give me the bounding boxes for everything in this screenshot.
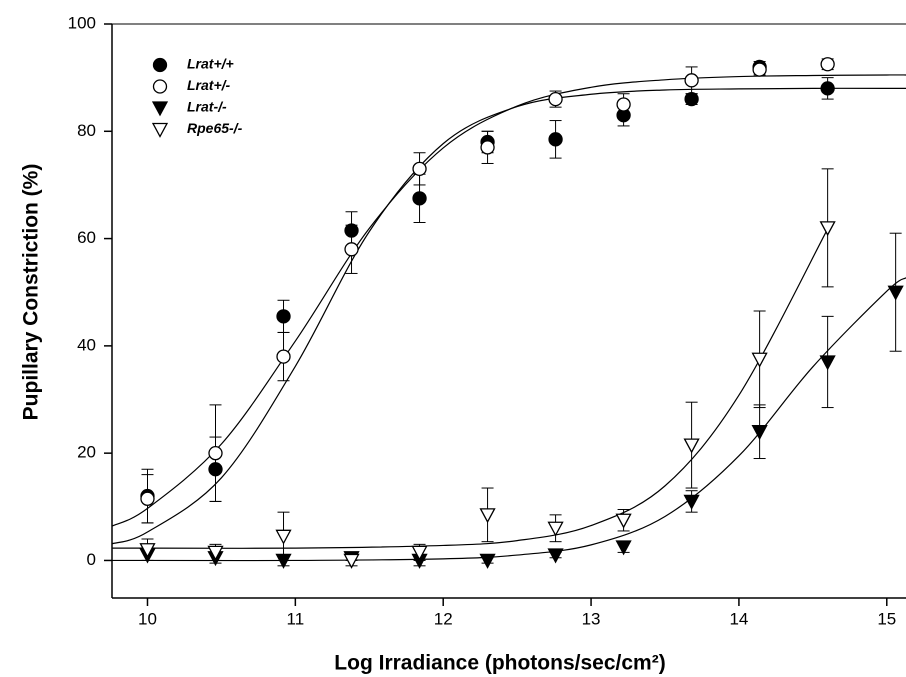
data-point (479, 508, 496, 524)
data-point (548, 132, 563, 147)
data-point (479, 553, 496, 569)
legend-label: Lrat-/- (187, 99, 227, 115)
legend-marker (152, 57, 168, 73)
data-point (344, 242, 359, 257)
data-point (752, 62, 767, 77)
data-point (547, 548, 564, 564)
data-point (412, 191, 427, 206)
data-point (343, 553, 360, 569)
data-point (207, 545, 224, 561)
data-point (547, 521, 564, 537)
x-tick-label: 14 (729, 609, 748, 628)
data-point (411, 545, 428, 561)
data-point (139, 543, 156, 559)
data-point (276, 309, 291, 324)
x-tick-label: 15 (877, 609, 896, 628)
data-point (548, 91, 563, 107)
data-point (684, 91, 699, 107)
data-point (684, 73, 699, 88)
data-point (820, 57, 835, 72)
y-tick-label: 100 (68, 13, 96, 32)
data-point (480, 140, 495, 155)
legend-marker (151, 122, 169, 138)
y-axis-title: Pupillary Constriction (%) (20, 164, 43, 421)
legend-marker (151, 101, 169, 117)
x-axis-title: Log Irradiance (photons/sec/cm²) (334, 652, 665, 675)
data-point (276, 349, 291, 364)
data-point (208, 446, 223, 461)
legend-label: Lrat+/+ (187, 56, 234, 72)
x-tick-label: 11 (287, 609, 305, 628)
y-tick-label: 80 (77, 121, 96, 140)
y-tick-label: 60 (77, 228, 96, 247)
data-point (140, 491, 155, 506)
data-point (615, 513, 632, 529)
fit-curve (111, 277, 906, 562)
legend-marker (152, 79, 168, 94)
data-point (751, 425, 768, 441)
data-point (615, 540, 632, 556)
y-tick-label: 20 (77, 443, 96, 462)
data-point (683, 438, 700, 454)
data-point (751, 352, 768, 368)
x-tick-label: 13 (582, 609, 601, 628)
data-point (819, 355, 836, 371)
data-point (819, 221, 836, 237)
data-point (616, 97, 631, 112)
data-point (275, 529, 292, 545)
fit-curve (111, 228, 829, 549)
data-point (887, 285, 904, 301)
x-tick-label: 12 (434, 609, 453, 628)
fit-curve (111, 74, 906, 527)
data-point (683, 494, 700, 510)
fit-curve (111, 87, 906, 545)
legend-label: Rpe65-/- (187, 120, 243, 136)
y-tick-label: 40 (77, 335, 96, 354)
x-tick-label: 10 (138, 609, 157, 628)
legend-label: Lrat+/- (187, 77, 231, 93)
y-tick-label: 0 (87, 550, 96, 569)
data-point (412, 161, 427, 176)
data-point (820, 81, 835, 96)
